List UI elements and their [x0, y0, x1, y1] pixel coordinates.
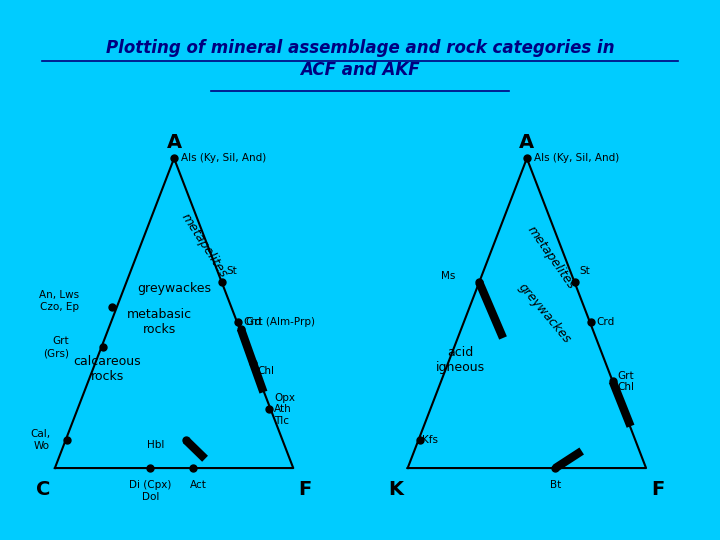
Text: Crd: Crd: [243, 318, 261, 327]
Text: Plotting of mineral assemblage and rock categories in: Plotting of mineral assemblage and rock …: [106, 39, 614, 57]
Text: Grt (Alm-Prp): Grt (Alm-Prp): [246, 317, 315, 327]
Text: Als (Ky, Sil, And): Als (Ky, Sil, And): [534, 153, 619, 163]
Text: Ms: Ms: [441, 271, 455, 281]
Text: Kfs: Kfs: [422, 435, 438, 445]
Text: K: K: [388, 481, 403, 500]
Text: Di (Cpx)
Dol: Di (Cpx) Dol: [129, 481, 171, 502]
Text: Opx
Ath
Tlc: Opx Ath Tlc: [274, 393, 295, 426]
Text: F: F: [651, 481, 664, 500]
Text: ACF and AKF: ACF and AKF: [300, 62, 420, 79]
Text: St: St: [227, 266, 238, 276]
Text: Grt
Chl: Grt Chl: [618, 370, 634, 392]
Text: C: C: [36, 481, 50, 500]
Text: Hbl: Hbl: [147, 440, 165, 450]
Text: greywackes: greywackes: [137, 282, 211, 295]
Text: A: A: [166, 133, 181, 152]
Text: Grt
(Grs): Grt (Grs): [43, 336, 69, 358]
Text: metapelites: metapelites: [524, 224, 577, 292]
Text: Bt: Bt: [550, 481, 561, 490]
Text: Crd: Crd: [596, 318, 614, 327]
Text: greywackes: greywackes: [516, 281, 574, 346]
Text: calcareous
rocks: calcareous rocks: [73, 355, 141, 383]
Text: metabasic
rocks: metabasic rocks: [127, 308, 192, 336]
Text: Cal,
Wo: Cal, Wo: [30, 429, 50, 451]
Text: Act: Act: [189, 481, 207, 490]
Text: A: A: [519, 133, 534, 152]
Text: St: St: [580, 266, 590, 276]
Text: F: F: [298, 481, 311, 500]
Text: acid
igneous: acid igneous: [436, 346, 485, 374]
Text: An, Lws
Czo, Ep: An, Lws Czo, Ep: [39, 290, 78, 312]
Text: Chl: Chl: [258, 366, 274, 376]
Text: metapelites: metapelites: [179, 211, 230, 280]
Text: Als (Ky, Sil, And): Als (Ky, Sil, And): [181, 153, 266, 163]
